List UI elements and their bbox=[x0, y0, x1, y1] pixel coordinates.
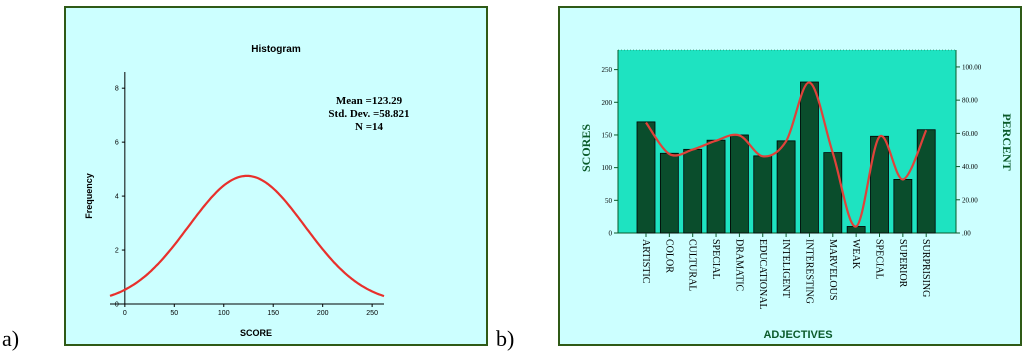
bar bbox=[753, 155, 773, 234]
histogram-stat-mean: Mean =123.29 bbox=[336, 95, 403, 107]
category-tick-label: SUPERIOR bbox=[897, 239, 908, 288]
percent-tick-label: 40.00 bbox=[962, 163, 978, 171]
category-tick-label: INTERESTING bbox=[803, 239, 814, 304]
bar bbox=[823, 152, 843, 234]
category-tick-label: SPECIAL bbox=[874, 239, 885, 280]
bar bbox=[800, 81, 819, 234]
histogram-x-tick-label: 50 bbox=[170, 310, 178, 317]
category-tick-label: DRAMATIC bbox=[733, 239, 744, 292]
bar bbox=[706, 139, 726, 234]
histogram-y-label: Frequency bbox=[84, 173, 94, 219]
bar bbox=[729, 134, 749, 234]
histogram-panel: Histogram 0 50 100 150 200 250 0 2 4 6 8 SCORE Fre… bbox=[64, 6, 488, 346]
adjectives-panel: 0 50 100 150 200 250 .00 20.00 40.00 60.00 80.00 10… bbox=[558, 6, 1022, 346]
scores-tick-label: 100 bbox=[602, 164, 613, 172]
histogram-y-tick-label: 0 bbox=[115, 302, 119, 309]
histogram-y-tick-label: 6 bbox=[115, 140, 119, 147]
histogram-x-label: SCORE bbox=[240, 328, 272, 338]
panel-a-letter: a) bbox=[2, 326, 20, 351]
percent-axis-label: PERCENT bbox=[1000, 113, 1014, 170]
bar bbox=[636, 121, 656, 234]
bar bbox=[893, 179, 913, 234]
category-tick-label: EDUCATIONAL bbox=[757, 239, 768, 310]
percent-tick-label: 20.00 bbox=[962, 196, 978, 204]
category-tick-label: COLOR bbox=[663, 239, 674, 273]
histogram-x-tick-label: 200 bbox=[317, 310, 329, 317]
histogram-chart: Histogram 0 50 100 150 200 250 0 2 4 6 8 SCORE Fre… bbox=[84, 44, 410, 338]
bar bbox=[659, 152, 679, 234]
histogram-x-tick-label: 250 bbox=[366, 310, 378, 317]
scores-tick-label: 50 bbox=[605, 197, 613, 205]
scores-tick-label: 200 bbox=[602, 99, 613, 107]
bar bbox=[683, 148, 703, 234]
category-tick-label: WEAK bbox=[850, 239, 861, 270]
percent-tick-label: .00 bbox=[962, 230, 971, 238]
panel-b-letter: b) bbox=[496, 326, 515, 351]
histogram-stat-std-dev: Std. Dev. =58.821 bbox=[328, 108, 409, 120]
histogram-x-tick-label: 0 bbox=[123, 310, 127, 317]
histogram-x-tick-label: 100 bbox=[218, 310, 230, 317]
scores-tick-label: 250 bbox=[602, 66, 613, 74]
category-tick-label: SPECIAL bbox=[710, 239, 721, 280]
adjectives-chart: 0 50 100 150 200 250 .00 20.00 40.00 60.00 80.00 10… bbox=[579, 49, 1014, 341]
category-tick-label: SURPRISING bbox=[920, 239, 931, 297]
percent-line bbox=[645, 81, 928, 228]
normal-curve bbox=[109, 174, 385, 298]
histogram-title: Histogram bbox=[251, 44, 301, 55]
scores-tick-label: 150 bbox=[602, 131, 613, 139]
histogram-y-tick-label: 4 bbox=[115, 194, 119, 201]
scores-axis-label: SCORES bbox=[579, 124, 593, 172]
histogram-y-tick-label: 2 bbox=[115, 248, 119, 255]
percent-tick-label: 60.00 bbox=[962, 130, 978, 138]
bar bbox=[776, 140, 796, 234]
category-tick-label: ARTISTIC bbox=[640, 239, 651, 284]
percent-tick-label: 80.00 bbox=[962, 97, 978, 105]
histogram-stat-n: N =14 bbox=[355, 121, 383, 133]
percent-tick-label: 100.00 bbox=[962, 63, 982, 71]
histogram-y-tick-label: 8 bbox=[115, 86, 119, 93]
scores-tick-label: 0 bbox=[609, 230, 613, 238]
histogram-x-tick-label: 150 bbox=[267, 310, 279, 317]
category-tick-label: MARVELOUS bbox=[827, 239, 838, 300]
category-tick-label: INTELIGENT bbox=[780, 239, 791, 298]
category-tick-label: CULTURAL bbox=[687, 239, 698, 291]
adjectives-axis-label: ADJECTIVES bbox=[763, 329, 832, 341]
